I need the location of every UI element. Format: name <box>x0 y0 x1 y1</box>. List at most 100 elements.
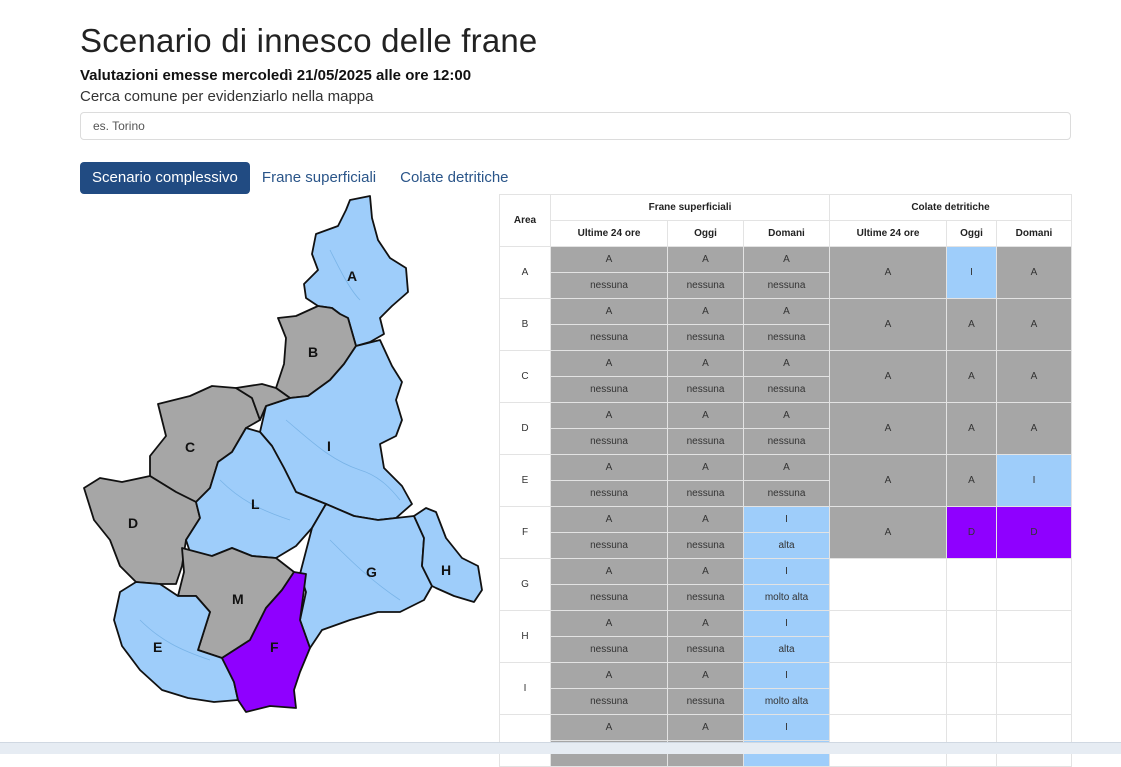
alert-areas-map: A B C D E F G H I L M <box>83 195 483 713</box>
tab-frane-superficiali[interactable]: Frane superficiali <box>261 169 377 186</box>
frane-level-cell: A <box>550 402 668 429</box>
frane-level-cell: A <box>550 350 668 377</box>
scenario-tabs: Scenario complessivo Frane superficiali … <box>80 162 521 194</box>
frane-level-cell: I <box>743 558 830 585</box>
frane-level-cell: I <box>743 610 830 637</box>
frane-level-cell: A <box>743 350 830 377</box>
colate-level-cell: A <box>829 246 947 299</box>
map-area-F[interactable] <box>221 571 311 713</box>
area-cell <box>499 714 551 767</box>
area-cell: G <box>499 558 551 611</box>
map-label-E: E <box>153 639 162 655</box>
frane-level-cell: A <box>550 558 668 585</box>
map-label-B: B <box>308 344 318 360</box>
frane-probability-cell: nessuna <box>743 480 830 507</box>
table-row-sub: nessuna nessuna nessuna <box>500 480 1072 507</box>
frane-probability-cell: nessuna <box>550 272 668 299</box>
frane-probability-cell: nessuna <box>667 324 744 351</box>
table-row-sub: nessuna nessuna alta <box>500 532 1072 559</box>
table-row-sub: nessuna nessuna molto alta <box>500 688 1072 715</box>
frane-probability-cell: alta <box>743 636 830 663</box>
frane-probability-cell: nessuna <box>667 532 744 559</box>
municipality-search-input[interactable] <box>80 112 1071 140</box>
map-label-F: F <box>270 639 279 655</box>
table-row-sub: nessuna nessuna alta <box>500 636 1072 663</box>
map-area-G[interactable] <box>299 503 433 649</box>
frane-level-cell: A <box>743 402 830 429</box>
frane-probability-cell: nessuna <box>550 324 668 351</box>
area-cell: H <box>499 610 551 663</box>
frane-level-cell: A <box>667 298 744 325</box>
area-cell: A <box>499 246 551 299</box>
tab-scenario-complessivo[interactable]: Scenario complessivo <box>80 162 250 194</box>
page-title: Scenario di innesco delle frane <box>80 22 538 59</box>
map-label-D: D <box>128 515 138 531</box>
issue-date: Valutazioni emesse mercoledì 21/05/2025 … <box>80 67 472 84</box>
frane-probability-cell: nessuna <box>550 428 668 455</box>
frane-probability-cell: nessuna <box>550 584 668 611</box>
frane-probability-cell: nessuna <box>743 272 830 299</box>
search-hint: Cerca comune per evidenziarlo nella mapp… <box>80 88 374 105</box>
header-frane-domani: Domani <box>743 220 830 247</box>
frane-level-cell: A <box>550 246 668 273</box>
frane-probability-cell: nessuna <box>667 428 744 455</box>
frane-level-cell: A <box>550 506 668 533</box>
frane-level-cell: I <box>743 714 830 741</box>
colate-level-cell <box>946 558 997 611</box>
colate-level-cell <box>996 558 1072 611</box>
frane-level-cell: A <box>667 350 744 377</box>
table-row-sub: nessuna nessuna molto alta <box>500 584 1072 611</box>
colate-level-cell: A <box>996 298 1072 351</box>
map-label-I: I <box>327 438 331 454</box>
frane-level-cell: A <box>743 454 830 481</box>
frane-probability-cell: nessuna <box>550 636 668 663</box>
browser-bottom-bar <box>0 742 1121 754</box>
colate-level-cell: A <box>829 402 947 455</box>
frane-level-cell: A <box>550 454 668 481</box>
colate-level-cell: A <box>946 402 997 455</box>
colate-level-cell: A <box>829 454 947 507</box>
area-cell: I <box>499 662 551 715</box>
tab-colate-detritiche[interactable]: Colate detritiche <box>400 169 509 186</box>
frane-probability-cell: nessuna <box>667 480 744 507</box>
frane-probability-cell: nessuna <box>667 272 744 299</box>
frane-probability-cell: nessuna <box>743 376 830 403</box>
map-label-A: A <box>347 268 357 284</box>
frane-probability-cell: nessuna <box>667 688 744 715</box>
colate-level-cell: I <box>946 246 997 299</box>
header-frane-ultime-24: Ultime 24 ore <box>550 220 668 247</box>
map-label-G: G <box>366 564 377 580</box>
frane-probability-cell: nessuna <box>743 324 830 351</box>
area-cell: B <box>499 298 551 351</box>
colate-level-cell: A <box>829 350 947 403</box>
frane-probability-cell: alta <box>743 532 830 559</box>
colate-level-cell <box>829 610 947 663</box>
frane-level-cell: A <box>667 506 744 533</box>
header-colate-oggi: Oggi <box>946 220 997 247</box>
colate-level-cell <box>996 610 1072 663</box>
map-label-L: L <box>251 496 260 512</box>
frane-level-cell: A <box>667 714 744 741</box>
scenario-table: Area Frane superficiali Colate detritich… <box>499 194 1072 767</box>
frane-probability-cell: nessuna <box>667 376 744 403</box>
map-area-H[interactable] <box>413 507 483 603</box>
colate-level-cell: A <box>996 350 1072 403</box>
colate-level-cell <box>829 714 947 767</box>
colate-level-cell: A <box>996 402 1072 455</box>
colate-level-cell <box>996 662 1072 715</box>
header-colate-detritiche: Colate detritiche <box>829 194 1072 221</box>
frane-level-cell: I <box>743 662 830 689</box>
colate-level-cell: D <box>996 506 1072 559</box>
colate-level-cell: A <box>829 506 947 559</box>
frane-level-cell: A <box>667 402 744 429</box>
header-frane-oggi: Oggi <box>667 220 744 247</box>
frane-probability-cell: molto alta <box>743 688 830 715</box>
frane-level-cell: A <box>667 662 744 689</box>
frane-probability-cell: nessuna <box>743 428 830 455</box>
colate-level-cell <box>946 714 997 767</box>
header-colate-ultime-24: Ultime 24 ore <box>829 220 947 247</box>
area-cell: E <box>499 454 551 507</box>
